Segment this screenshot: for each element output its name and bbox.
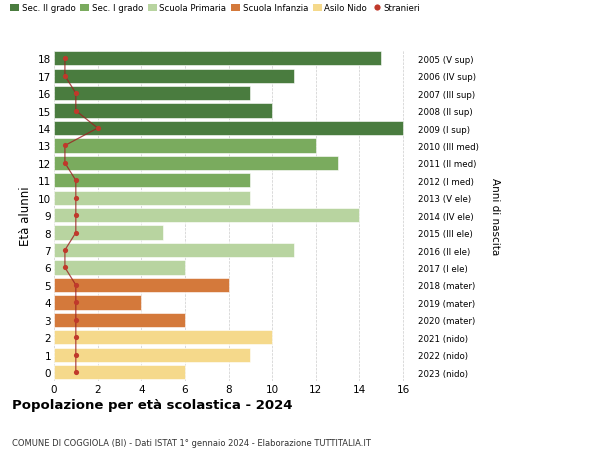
Point xyxy=(71,90,80,98)
Bar xyxy=(54,157,338,171)
Point xyxy=(60,247,70,254)
Point xyxy=(71,299,80,306)
Bar xyxy=(54,313,185,327)
Bar xyxy=(54,69,294,84)
Y-axis label: Anni di nascita: Anni di nascita xyxy=(490,177,500,254)
Point xyxy=(71,282,80,289)
Bar xyxy=(54,261,185,275)
Point xyxy=(71,316,80,324)
Bar xyxy=(54,278,229,292)
Point xyxy=(71,212,80,219)
Point xyxy=(60,142,70,150)
Point xyxy=(60,160,70,167)
Bar xyxy=(54,365,185,380)
Point xyxy=(71,195,80,202)
Bar xyxy=(54,104,272,118)
Text: COMUNE DI COGGIOLA (BI) - Dati ISTAT 1° gennaio 2024 - Elaborazione TUTTITALIA.I: COMUNE DI COGGIOLA (BI) - Dati ISTAT 1° … xyxy=(12,438,371,448)
Point xyxy=(71,351,80,358)
Point xyxy=(60,73,70,80)
Point xyxy=(71,230,80,237)
Bar xyxy=(54,226,163,240)
Point xyxy=(60,264,70,272)
Point xyxy=(71,334,80,341)
Bar xyxy=(54,87,250,101)
Point xyxy=(93,125,103,133)
Text: Popolazione per età scolastica - 2024: Popolazione per età scolastica - 2024 xyxy=(12,398,293,411)
Bar xyxy=(54,348,250,362)
Point xyxy=(71,369,80,376)
Legend: Sec. II grado, Sec. I grado, Scuola Primaria, Scuola Infanzia, Asilo Nido, Stran: Sec. II grado, Sec. I grado, Scuola Prim… xyxy=(10,4,420,13)
Bar xyxy=(54,208,359,223)
Point xyxy=(60,56,70,63)
Bar xyxy=(54,191,250,206)
Bar xyxy=(54,122,403,136)
Y-axis label: Età alunni: Età alunni xyxy=(19,186,32,246)
Bar xyxy=(54,330,272,345)
Point xyxy=(71,177,80,185)
Bar xyxy=(54,296,141,310)
Bar xyxy=(54,243,294,257)
Bar xyxy=(54,52,381,66)
Point xyxy=(71,108,80,115)
Bar xyxy=(54,174,250,188)
Bar xyxy=(54,139,316,153)
